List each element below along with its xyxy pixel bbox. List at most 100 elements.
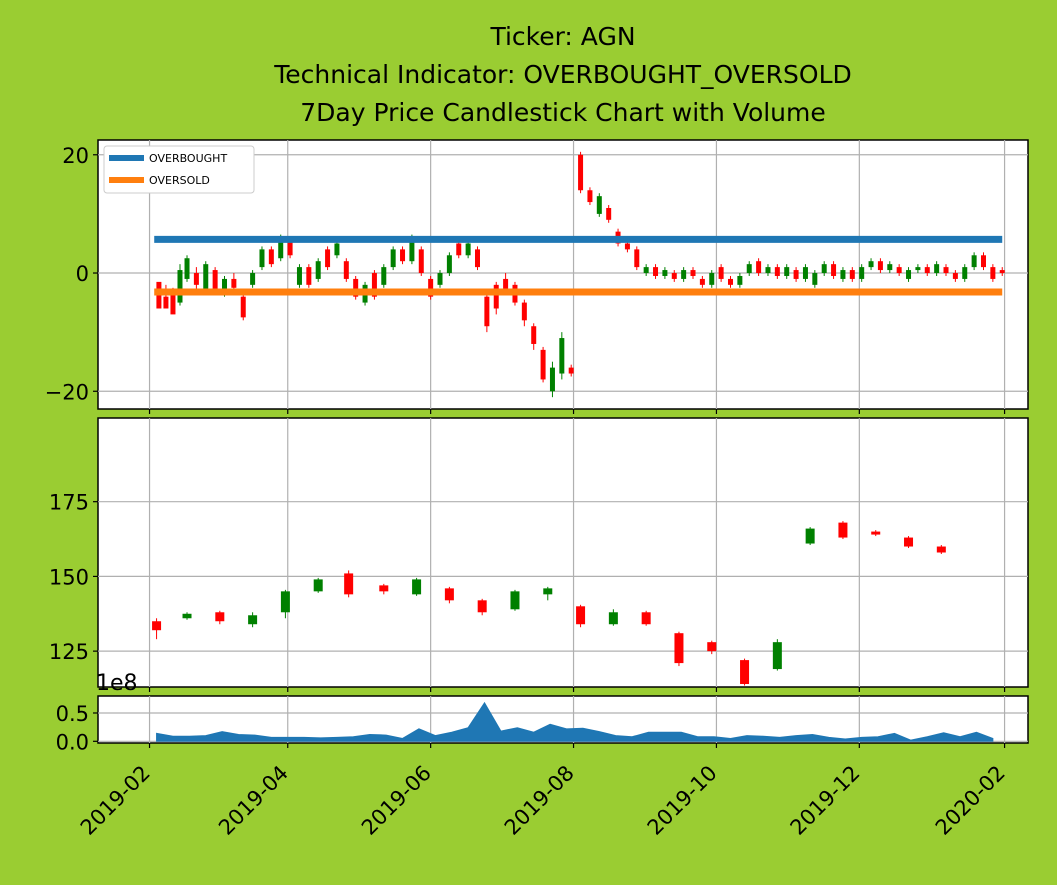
candle-body	[831, 264, 837, 276]
candle-body	[737, 275, 743, 285]
candle-body	[248, 615, 258, 625]
candle-body	[379, 585, 389, 592]
candle-body	[353, 278, 359, 297]
y-tick-label: 150	[49, 565, 89, 589]
candle-body	[456, 243, 462, 256]
grid-lines	[98, 140, 1028, 743]
x-tick-label: 2019-08	[500, 761, 579, 840]
candle-body	[943, 267, 949, 274]
candle-body	[493, 284, 499, 309]
chart-title-line1: Ticker: AGN	[489, 22, 635, 51]
candle-body	[587, 190, 593, 203]
candle-body	[177, 270, 183, 303]
candle-body	[259, 249, 265, 268]
candle-body	[802, 267, 808, 279]
candle-body	[549, 367, 555, 392]
candle-body	[287, 240, 293, 256]
candle-body	[296, 267, 302, 285]
chart-title-line3: 7Day Price Candlestick Chart with Volume	[300, 98, 826, 127]
candle-body	[400, 249, 406, 262]
candle-body	[503, 278, 509, 291]
candle-body	[999, 270, 1005, 274]
candle-body	[859, 267, 865, 279]
candle-body	[838, 522, 848, 538]
candle-body	[409, 237, 415, 262]
candle-body	[707, 642, 717, 652]
candle-body	[774, 267, 780, 276]
candle-body	[465, 243, 471, 256]
candle-body	[344, 573, 354, 595]
candle-body	[740, 660, 750, 685]
candle-body	[596, 196, 602, 214]
price-plot	[152, 521, 946, 686]
candle-body	[681, 270, 687, 279]
candle-body	[727, 278, 733, 285]
candle-body	[240, 296, 246, 318]
candle-body	[231, 278, 237, 288]
candle-body	[315, 261, 321, 279]
candle-body	[952, 273, 958, 279]
candle-body	[170, 290, 176, 315]
candle-body	[924, 267, 930, 274]
candle-body	[674, 633, 684, 664]
candle-body	[203, 264, 209, 291]
candle-body	[576, 606, 586, 625]
candle-body	[184, 258, 190, 279]
candle-body	[446, 255, 452, 274]
candle-body	[477, 600, 487, 613]
candle-body	[699, 278, 705, 285]
candle-body	[821, 264, 827, 274]
candle-body	[268, 249, 274, 265]
candle-body	[418, 249, 424, 274]
candle-body	[182, 613, 192, 619]
candle-body	[152, 621, 162, 631]
candle-body	[812, 273, 818, 285]
x-tick-label: 2019-04	[214, 761, 293, 840]
candle-body	[934, 264, 940, 274]
candle-body	[887, 264, 893, 271]
x-tick-label: 2019-10	[643, 761, 722, 840]
candle-body	[906, 270, 912, 279]
candle-body	[381, 267, 387, 285]
x-tick-label: 2020-02	[931, 761, 1010, 840]
legend-label-oversold: OVERSOLD	[149, 174, 210, 187]
volume-area	[156, 701, 994, 742]
candle-body	[568, 367, 574, 374]
candle-body	[784, 267, 790, 276]
candle-body	[334, 243, 340, 256]
candle-body	[971, 255, 977, 268]
x-tick-label: 2019-02	[76, 761, 155, 840]
candle-body	[671, 273, 677, 279]
candle-body	[531, 326, 537, 344]
candle-body	[765, 267, 771, 274]
y-tick-label: −20	[45, 380, 89, 404]
candle-body	[521, 302, 527, 321]
candle-body	[306, 267, 312, 285]
candle-body	[215, 612, 225, 622]
candle-body	[896, 267, 902, 274]
candle-body	[936, 546, 946, 553]
candle-body	[540, 349, 546, 380]
chart-title-line2: Technical Indicator: OVERBOUGHT_OVERSOLD	[273, 60, 852, 89]
candle-body	[212, 270, 218, 291]
candle-body	[871, 531, 881, 535]
candle-body	[559, 338, 565, 374]
candle-body	[746, 264, 752, 274]
candle-body	[578, 154, 584, 191]
candle-body	[980, 255, 986, 268]
candle-body	[163, 296, 169, 309]
x-tick-label: 2019-06	[357, 761, 436, 840]
candle-body	[772, 642, 782, 670]
candle-body	[510, 591, 520, 610]
candle-body	[412, 579, 422, 595]
candle-body	[278, 237, 284, 259]
candle-body	[543, 588, 553, 595]
candle-body	[444, 588, 454, 601]
candle-body	[193, 273, 199, 285]
candle-body	[643, 267, 649, 274]
y-tick-label: 175	[49, 491, 89, 515]
y-tick-label: 0.5	[56, 702, 89, 726]
candle-body	[484, 296, 490, 327]
volume-multiplier-label: 1e8	[96, 671, 138, 696]
candle-body	[428, 278, 434, 297]
